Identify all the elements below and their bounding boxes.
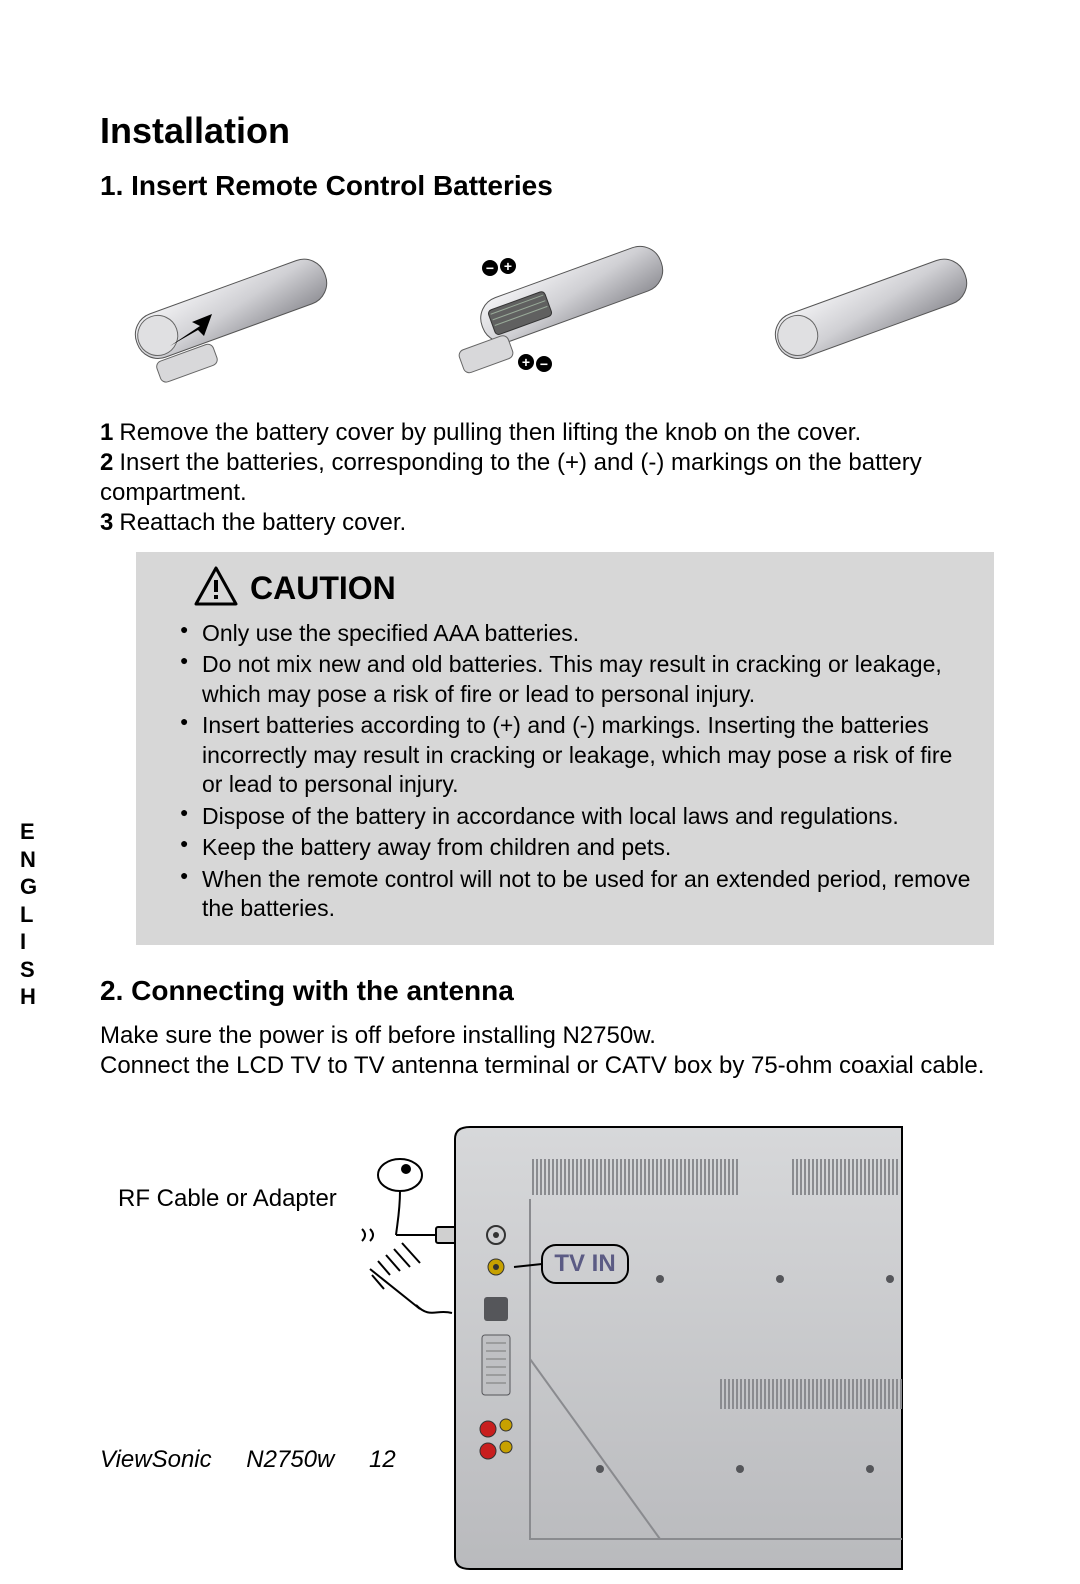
language-tab: E N G L I S H [20,818,38,1011]
svg-text:−: − [486,260,494,276]
caution-box: CAUTION Only use the specified AAA batte… [136,552,994,945]
step-3: 3Reattach the battery cover. [100,508,1005,538]
antenna-intro: Make sure the power is off before instal… [100,1021,1005,1081]
svg-text:+: + [522,354,530,370]
caution-item: Only use the specified AAA batteries. [180,619,972,648]
warning-icon [194,566,238,611]
footer-brand: ViewSonic [100,1446,212,1473]
antenna-figure: RF Cable or Adapter [100,1099,910,1579]
caution-item: Do not mix new and old batteries. This m… [180,650,972,709]
section2-heading: 2. Connecting with the antenna [100,975,1005,1007]
caution-item: Insert batteries according to (+) and (-… [180,711,972,799]
caution-item: Keep the battery away from children and … [180,833,972,862]
svg-text:−: − [540,356,548,372]
remote-step3-figure [740,216,1000,396]
footer-page: 12 [369,1446,396,1473]
remote-step2-figure: − + + − [420,216,680,396]
rf-cable-label: RF Cable or Adapter [118,1185,337,1213]
battery-steps: 1Remove the battery cover by pulling the… [100,418,1005,538]
step-1: 1Remove the battery cover by pulling the… [100,418,1005,448]
step-2: 2Insert the batteries, corresponding to … [100,448,1005,508]
tv-in-label: TV IN [554,1250,615,1277]
caution-item: When the remote control will not to be u… [180,865,972,924]
remote-illustrations: − + + − [100,216,1005,396]
remote-step1-figure [100,216,360,396]
footer-model: N2750w [246,1446,334,1473]
caution-list: Only use the specified AAA batteries. Do… [158,619,972,923]
page-title: Installation [100,110,1005,152]
section1-heading: 1. Insert Remote Control Batteries [100,170,1005,202]
footer: ViewSonic N2750w 12 [100,1446,396,1474]
caution-item: Dispose of the battery in accordance wit… [180,802,972,831]
caution-title: CAUTION [250,570,396,607]
svg-text:+: + [504,258,512,274]
